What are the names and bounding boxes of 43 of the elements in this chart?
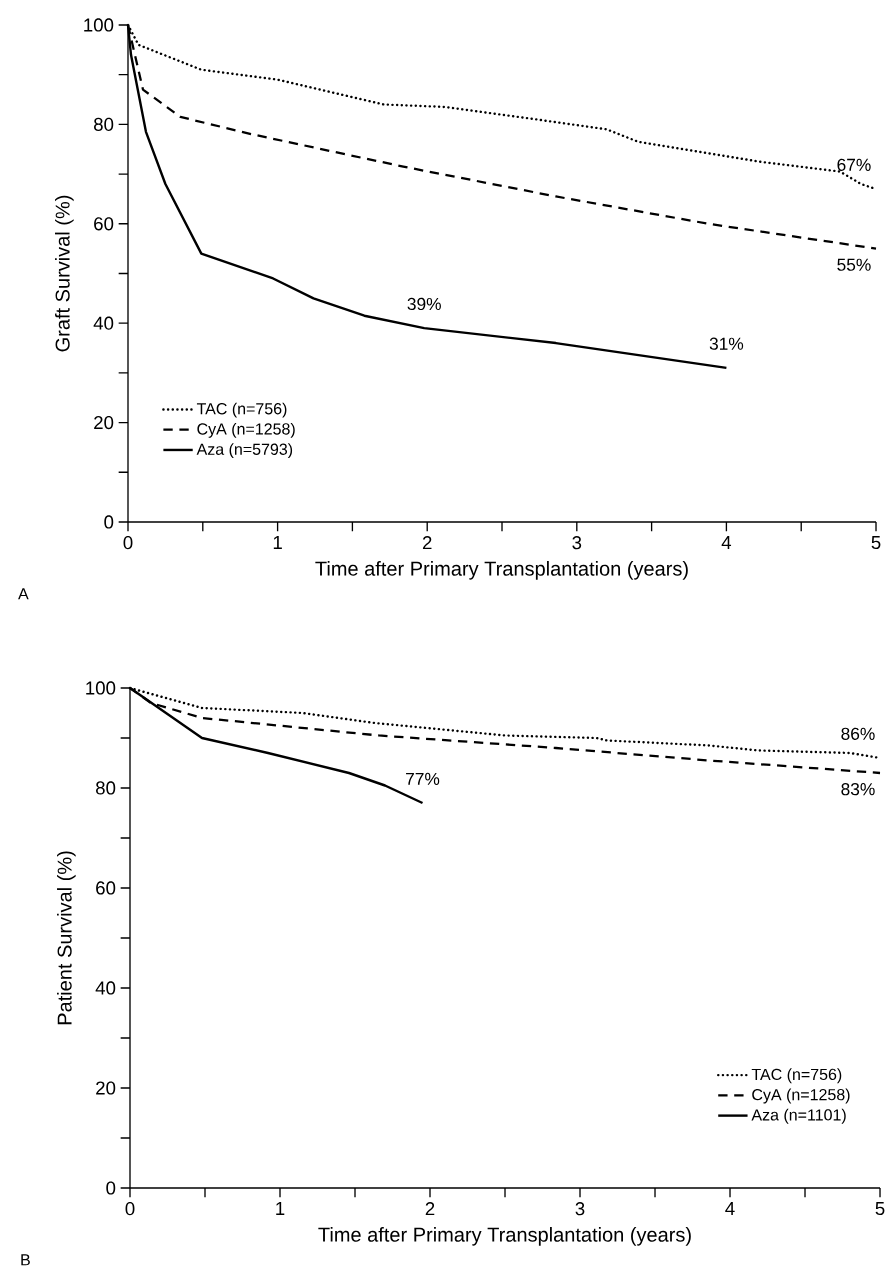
y-tick-label: 0 [106, 1181, 116, 1195]
x-tick-label: 0 [125, 1202, 135, 1216]
y-tick-label: 40 [93, 316, 114, 330]
data-label: 67% [837, 158, 871, 171]
legend-label: TAC (n=756) [196, 402, 287, 418]
x-tick-label: 3 [572, 536, 582, 550]
y-tick-label: 20 [94, 415, 114, 430]
x-tick-label: 4 [721, 536, 732, 549]
y-tick-label: 20 [96, 1081, 116, 1095]
legend-label: CyA (n=1258) [752, 1088, 850, 1104]
x-tick-label: 3 [575, 1202, 585, 1216]
y-tick-label: 40 [95, 981, 116, 995]
data-label: 86% [841, 727, 875, 740]
legend-label: Aza (n=1101) [751, 1108, 846, 1124]
y-tick-label: 80 [94, 117, 114, 131]
x-tick-label: 5 [875, 1202, 885, 1216]
x-tick-label: 1 [276, 1202, 285, 1215]
data-label: 31% [709, 337, 744, 350]
x-tick-label: 0 [123, 536, 133, 550]
data-label: 39% [407, 297, 441, 311]
data-label: 83% [841, 783, 875, 796]
x-axis-title: Time after Primary Transplantation (years) [315, 561, 688, 580]
y-tick-label: 0 [104, 515, 114, 529]
data-label: 77% [406, 772, 440, 785]
legend-label: CyA (n=1258) [197, 422, 295, 438]
y-tick-label: 60 [94, 217, 114, 231]
x-tick-label: 4 [725, 1202, 735, 1215]
x-axis-title: Time after Primary Transplantation (years) [318, 1227, 691, 1246]
text: A [18, 588, 29, 600]
x-tick-label: 5 [871, 536, 881, 550]
y-axis-title: Graft Survival (%) [55, 195, 74, 352]
y-tick-label: 100 [84, 18, 114, 32]
data-label: 55% [837, 258, 871, 271]
y-tick-label: 100 [86, 681, 116, 695]
y-axis-title: Patient Survival (%) [57, 851, 76, 1025]
y-tick-label: 60 [96, 881, 116, 895]
legend-label: TAC (n=756) [751, 1068, 842, 1084]
legend-label: Aza (n=5793) [196, 443, 293, 459]
x-tick-label: 2 [422, 536, 432, 550]
x-tick-label: 2 [425, 1202, 435, 1216]
x-tick-label: 1 [273, 536, 282, 549]
y-tick-label: 80 [96, 781, 116, 795]
text: B [21, 1254, 30, 1266]
